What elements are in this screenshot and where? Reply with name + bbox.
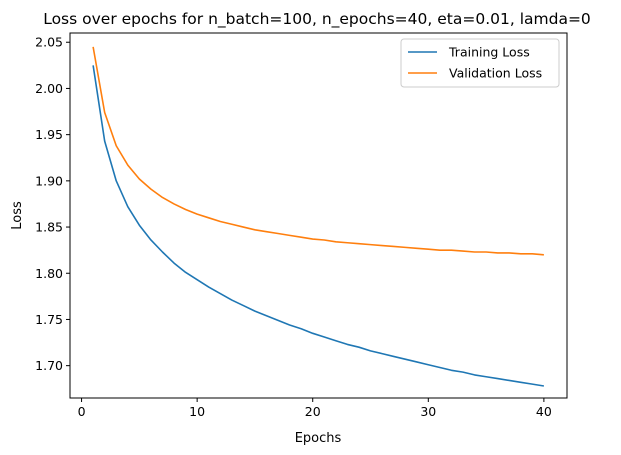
y-tick-label: 1.95 (35, 127, 63, 142)
legend: Training Loss Validation Loss (400, 38, 560, 88)
y-tick-label: 1.85 (35, 220, 63, 235)
y-tick-label: 1.80 (35, 266, 63, 281)
x-axis: 0 10 20 30 40 (78, 398, 552, 419)
x-tick-label: 20 (305, 404, 321, 419)
y-tick-label: 1.90 (35, 173, 63, 188)
y-axis: 1.70 1.75 1.80 1.85 1.90 1.95 2.00 2.05 (35, 35, 70, 373)
y-tick-label: 2.00 (35, 81, 63, 96)
x-tick-label: 0 (78, 404, 86, 419)
legend-box (400, 38, 560, 88)
series-line-training-loss (92, 65, 545, 387)
series-lines (92, 46, 545, 387)
legend-label-training-loss: Training Loss (448, 45, 530, 60)
axes-frame (69, 32, 568, 399)
plot-area (69, 32, 568, 399)
chart-title: Loss over epochs for n_batch=100, n_epoc… (43, 10, 591, 29)
legend-label-validation-loss: Validation Loss (449, 66, 542, 81)
x-tick-label: 40 (536, 404, 552, 419)
series-line-validation-loss (92, 46, 544, 256)
y-tick-label: 1.75 (35, 312, 63, 327)
y-tick-label: 1.70 (35, 358, 63, 373)
y-axis-label: Loss (10, 201, 25, 230)
x-tick-label: 10 (189, 404, 205, 419)
y-tick-label: 2.05 (35, 35, 63, 50)
x-tick-label: 30 (420, 404, 436, 419)
x-axis-label: Epochs (295, 431, 342, 446)
